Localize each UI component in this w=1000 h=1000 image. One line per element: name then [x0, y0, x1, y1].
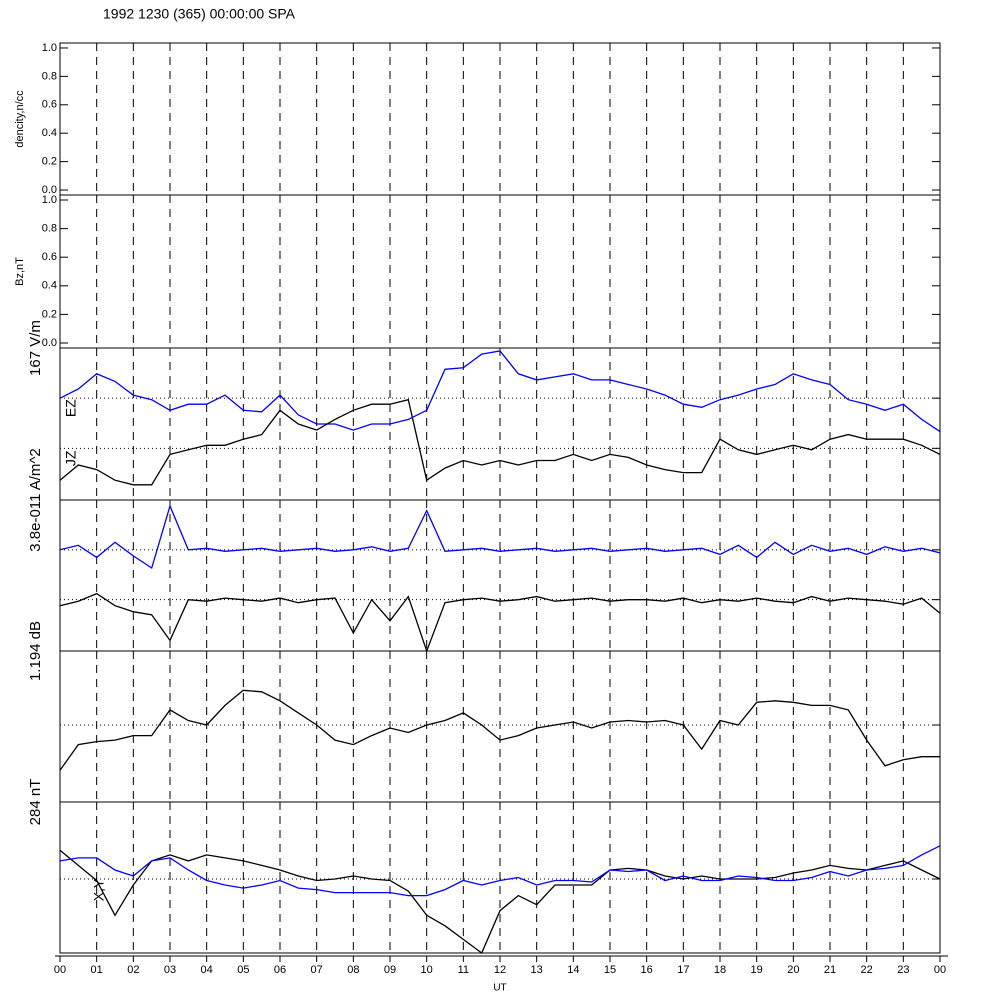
x-tick-label: 13: [531, 964, 543, 976]
y-axis-label: dencity,n/cc: [14, 90, 26, 148]
data-line: [59, 398, 941, 486]
y-tick-label: 0.0: [42, 184, 57, 196]
data-line: [59, 504, 941, 570]
x-tick-label: 07: [311, 964, 323, 976]
x-tick-label: 01: [91, 964, 103, 976]
data-line: [59, 592, 941, 653]
y-tick-label: 0.8: [42, 223, 57, 235]
y-tick-label: 0.4: [42, 280, 57, 292]
x-tick-label: 08: [347, 964, 359, 976]
y-tick-label: 1.0: [42, 194, 57, 206]
x-tick-label: 09: [384, 964, 396, 976]
y-axis-label: 284 nT: [27, 779, 44, 826]
x-tick-label: 22: [861, 964, 873, 976]
y-tick-label: 0.8: [42, 70, 57, 82]
x-tick-label: 12: [494, 964, 506, 976]
x-tick-label: 17: [677, 964, 689, 976]
x-tick-label: 05: [237, 964, 249, 976]
y-tick-label: 0.2: [42, 308, 57, 320]
x-tick-label: 03: [164, 964, 176, 976]
x-tick-label: 14: [567, 964, 579, 976]
chart-title: 1992 1230 (365) 00:00:00 SPA: [103, 6, 296, 22]
x-tick-label: 19: [751, 964, 763, 976]
y-axis-label: 3.8e-011 A/m^2: [27, 448, 44, 552]
x-tick-label: 15: [604, 964, 616, 976]
x-tick-label: 04: [201, 964, 213, 976]
panel-label: X,Y: [91, 878, 107, 901]
x-tick-label: 21: [824, 964, 836, 976]
x-tick-label: 06: [274, 964, 286, 976]
y-axis-label: Bz,nT: [14, 257, 26, 286]
x-tick-label: 18: [714, 964, 726, 976]
x-tick-label: 10: [421, 964, 433, 976]
y-tick-label: 1.0: [42, 42, 57, 54]
x-axis-label: UT: [493, 983, 506, 994]
y-axis-label: 167 V/m: [27, 320, 44, 376]
x-tick-label: 02: [127, 964, 139, 976]
panel-frame: [59, 801, 941, 954]
data-line: [59, 845, 941, 897]
x-tick-label: 00: [934, 964, 946, 976]
x-tick-label: 11: [458, 964, 469, 976]
data-line: [59, 689, 940, 771]
y-tick-label: 0.2: [42, 156, 57, 168]
x-tick-label: 23: [897, 964, 909, 976]
series-label: EZ: [63, 399, 79, 417]
x-tick-label: 16: [641, 964, 653, 976]
y-tick-label: 0.0: [42, 337, 57, 349]
data-line: [59, 849, 941, 955]
y-axis-label: 1.194 dB: [27, 621, 44, 681]
y-tick-label: 0.4: [42, 127, 57, 139]
y-tick-label: 0.6: [42, 99, 57, 111]
y-tick-label: 0.6: [42, 251, 57, 263]
x-tick-label: 00: [54, 964, 66, 976]
series-label: JZ: [63, 450, 79, 466]
data-line: [59, 350, 941, 433]
x-tick-label: 20: [787, 964, 799, 976]
